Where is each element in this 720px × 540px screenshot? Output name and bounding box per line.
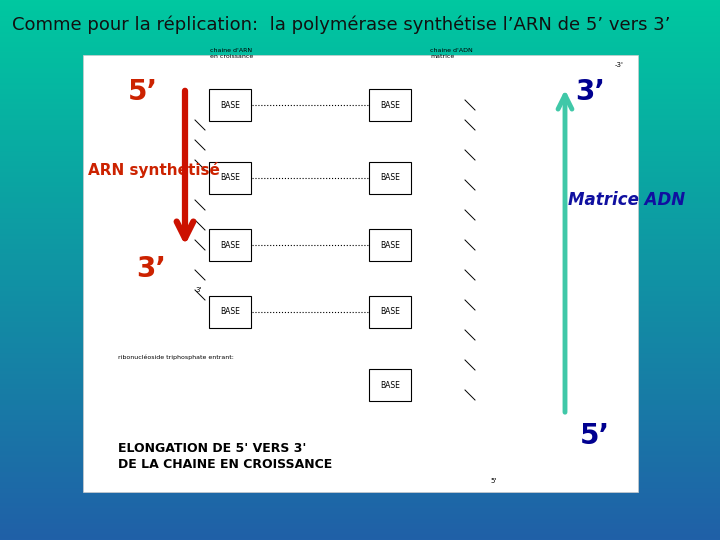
Text: BASE: BASE	[380, 307, 400, 316]
Text: Matrice ADN: Matrice ADN	[568, 191, 685, 209]
Text: Comme pour la réplication:  la polymérase synthétise l’ARN de 5’ vers 3’: Comme pour la réplication: la polymérase…	[12, 15, 670, 33]
Text: BASE: BASE	[380, 240, 400, 249]
Text: 5’: 5’	[580, 422, 610, 450]
Text: BASE: BASE	[220, 307, 240, 316]
Text: 3’: 3’	[136, 255, 166, 283]
Text: ribonucléoside triphosphate entrant:: ribonucléoside triphosphate entrant:	[118, 354, 234, 360]
Bar	[83, 55, 638, 492]
Text: -3': -3'	[615, 62, 624, 68]
Text: ARN synthétisé: ARN synthétisé	[88, 162, 220, 178]
Text: DE LA CHAINE EN CROISSANCE: DE LA CHAINE EN CROISSANCE	[118, 458, 332, 471]
Text: ELONGATION DE 5' VERS 3': ELONGATION DE 5' VERS 3'	[118, 442, 307, 455]
Text: 3': 3'	[195, 287, 202, 293]
Text: 5’: 5’	[128, 78, 158, 106]
Text: chaine d'ARN
en croissance: chaine d'ARN en croissance	[210, 48, 253, 59]
Text: BASE: BASE	[380, 381, 400, 389]
Text: BASE: BASE	[220, 173, 240, 183]
Text: BASE: BASE	[220, 240, 240, 249]
Text: BASE: BASE	[380, 173, 400, 183]
Text: chaine d'ADN
matrice: chaine d'ADN matrice	[430, 48, 473, 59]
Text: BASE: BASE	[380, 100, 400, 110]
Text: 3’: 3’	[575, 78, 605, 106]
Text: BASE: BASE	[220, 100, 240, 110]
Text: 5': 5'	[490, 478, 496, 484]
